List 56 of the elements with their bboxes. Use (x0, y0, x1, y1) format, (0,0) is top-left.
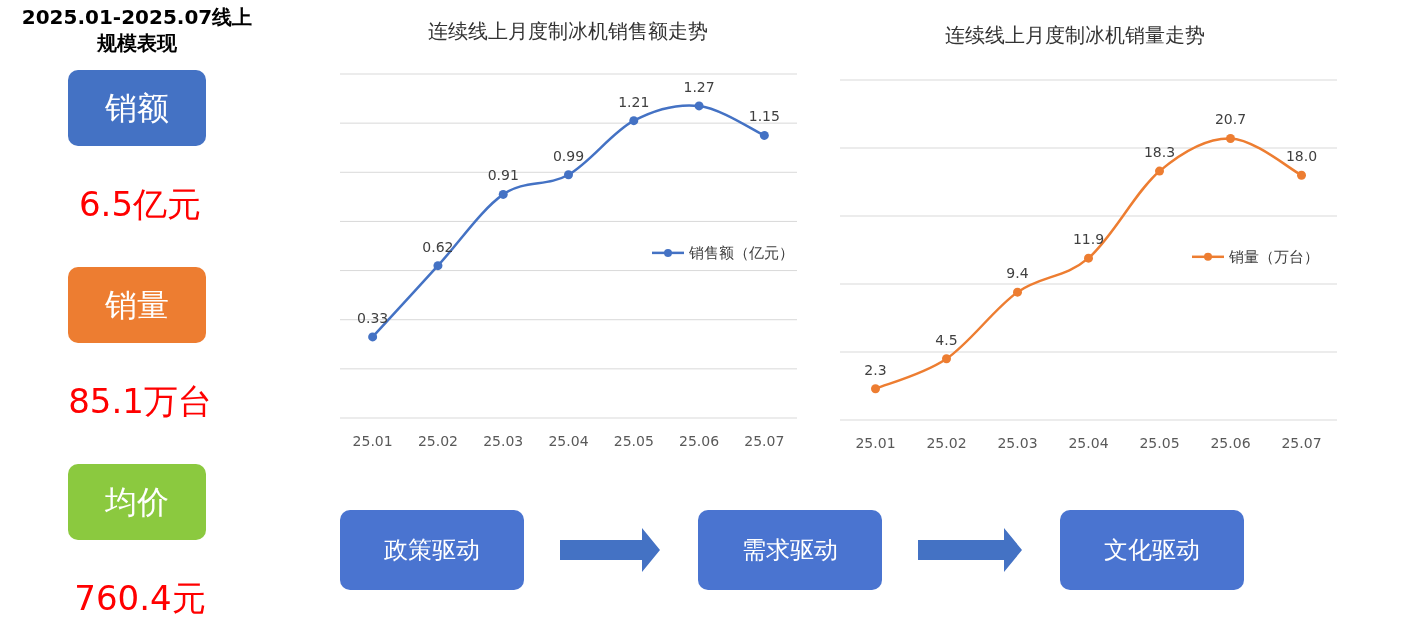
data-label: 0.99 (552, 147, 585, 164)
data-label: 1.15 (748, 108, 780, 125)
x-tick-label: 25.02 (417, 433, 458, 449)
data-label: 0.33 (357, 309, 389, 326)
step-box: 政策驱动 (340, 510, 524, 590)
data-label: 0.91 (487, 167, 519, 184)
x-tick-label: 25.07 (1281, 435, 1322, 451)
x-tick-label: 25.04 (548, 433, 589, 449)
step-box: 需求驱动 (698, 510, 882, 590)
x-tick-label: 25.02 (926, 435, 967, 451)
data-label: 0.62 (422, 238, 454, 255)
data-label: 1.21 (618, 93, 650, 110)
x-tick-label: 25.06 (1210, 435, 1251, 451)
data-label: 11.9 (1072, 231, 1105, 248)
point (759, 130, 769, 140)
x-tick-label: 25.04 (1068, 435, 1109, 451)
point (564, 170, 573, 180)
data-label: 18.0 (1285, 148, 1318, 165)
point (368, 332, 378, 342)
text: 85.1万台 (68, 381, 212, 421)
data-label: 20.7 (1214, 111, 1247, 128)
text: 760.4元 (74, 578, 206, 618)
point (871, 384, 880, 394)
x-tick-label: 25.07 (744, 433, 785, 449)
legend-label: 销售额（亿元） (688, 243, 794, 262)
chart-title: 连续线上月度制冰机销量走势 (945, 23, 1205, 47)
point (629, 116, 639, 126)
card: 销量 (68, 267, 206, 343)
point (433, 261, 443, 271)
point (1297, 170, 1306, 180)
point (942, 354, 951, 364)
data-label: 4.5 (935, 331, 958, 348)
card: 均价 (68, 464, 206, 540)
x-tick-label: 25.03 (483, 433, 524, 449)
step-box: 文化驱动 (1060, 510, 1244, 590)
x-tick-label: 25.05 (1139, 435, 1180, 451)
text: 2025.01-2025.07线上规模表现 (21, 5, 253, 55)
legend-label: 销量（万台） (1228, 247, 1319, 266)
point (1155, 166, 1164, 176)
point (1226, 133, 1235, 143)
data-label: 1.27 (683, 78, 715, 95)
x-tick-label: 25.03 (997, 435, 1038, 451)
card: 销额 (68, 70, 206, 146)
point (694, 101, 704, 111)
data-label: 18.3 (1143, 144, 1176, 161)
point (498, 189, 508, 199)
data-label: 9.4 (1006, 265, 1029, 282)
text: 6.5亿元 (78, 184, 202, 224)
x-tick-label: 25.06 (679, 433, 720, 449)
point (1084, 253, 1093, 263)
x-tick-label: 25.01 (855, 435, 896, 451)
x-tick-label: 25.05 (613, 433, 654, 449)
point (1013, 287, 1022, 297)
chart-title: 连续线上月度制冰机销售额走势 (428, 19, 708, 43)
data-label: 2.3 (864, 361, 887, 378)
x-tick-label: 25.01 (352, 433, 393, 449)
